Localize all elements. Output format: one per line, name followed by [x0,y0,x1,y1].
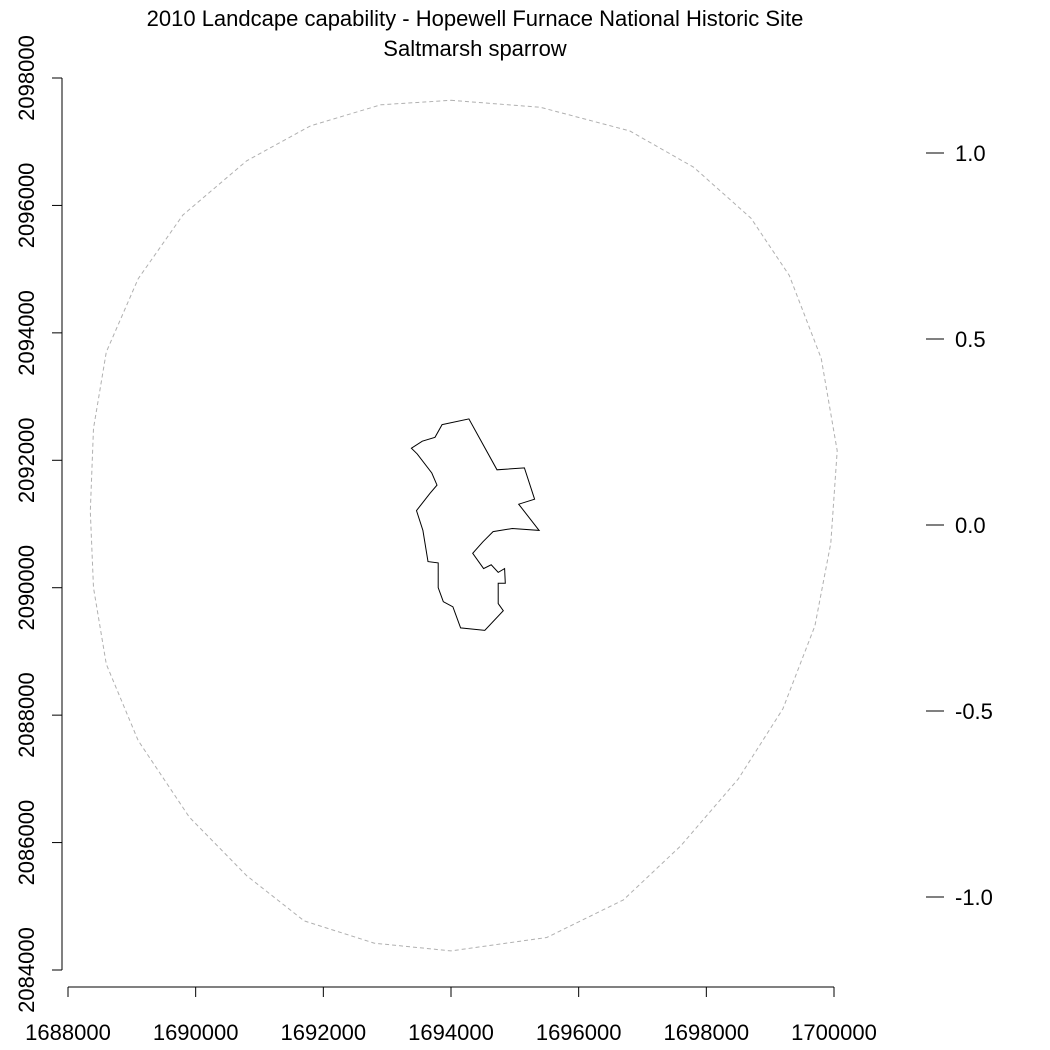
legend-tick-label: 0.0 [955,513,986,538]
legend-tick-label: 1.0 [955,141,986,166]
x-tick-label: 1696000 [536,1020,622,1045]
y-tick-label: 2084000 [14,927,39,1013]
y-tick-label: 2092000 [14,417,39,503]
y-tick-label: 2090000 [14,545,39,631]
plot-subtitle: Saltmarsh sparrow [383,36,567,61]
y-axis: 2084000 2086000 2088000 2090000 2092000 20940… [14,35,63,1013]
legend-tick-label: 0.5 [955,327,986,352]
x-tick-label: 1688000 [25,1020,111,1045]
y-tick-label: 2088000 [14,672,39,758]
y-tick-label: 2086000 [14,800,39,886]
buffer-outline [89,99,838,952]
x-tick-label: 1698000 [664,1020,750,1045]
x-tick-label: 1690000 [153,1020,239,1045]
x-axis: 1688000 1690000 1692000 1694000 1696000 16980… [25,986,877,1045]
legend-scale-axis: 1.0 0.5 0.0 -0.5 -1.0 [926,141,993,910]
legend-tick-label: -0.5 [955,699,993,724]
x-tick-label: 1700000 [791,1020,877,1045]
x-tick-label: 1694000 [408,1020,494,1045]
y-tick-label: 2098000 [14,35,39,121]
y-tick-label: 2096000 [14,163,39,249]
park-boundary[interactable] [410,418,541,631]
y-tick-label: 2094000 [14,290,39,376]
x-tick-label: 1692000 [281,1020,367,1045]
legend-tick-label: -1.0 [955,885,993,910]
map-layer [89,99,838,952]
plot-title: 2010 Landcape capability - Hopewell Furn… [147,6,804,31]
